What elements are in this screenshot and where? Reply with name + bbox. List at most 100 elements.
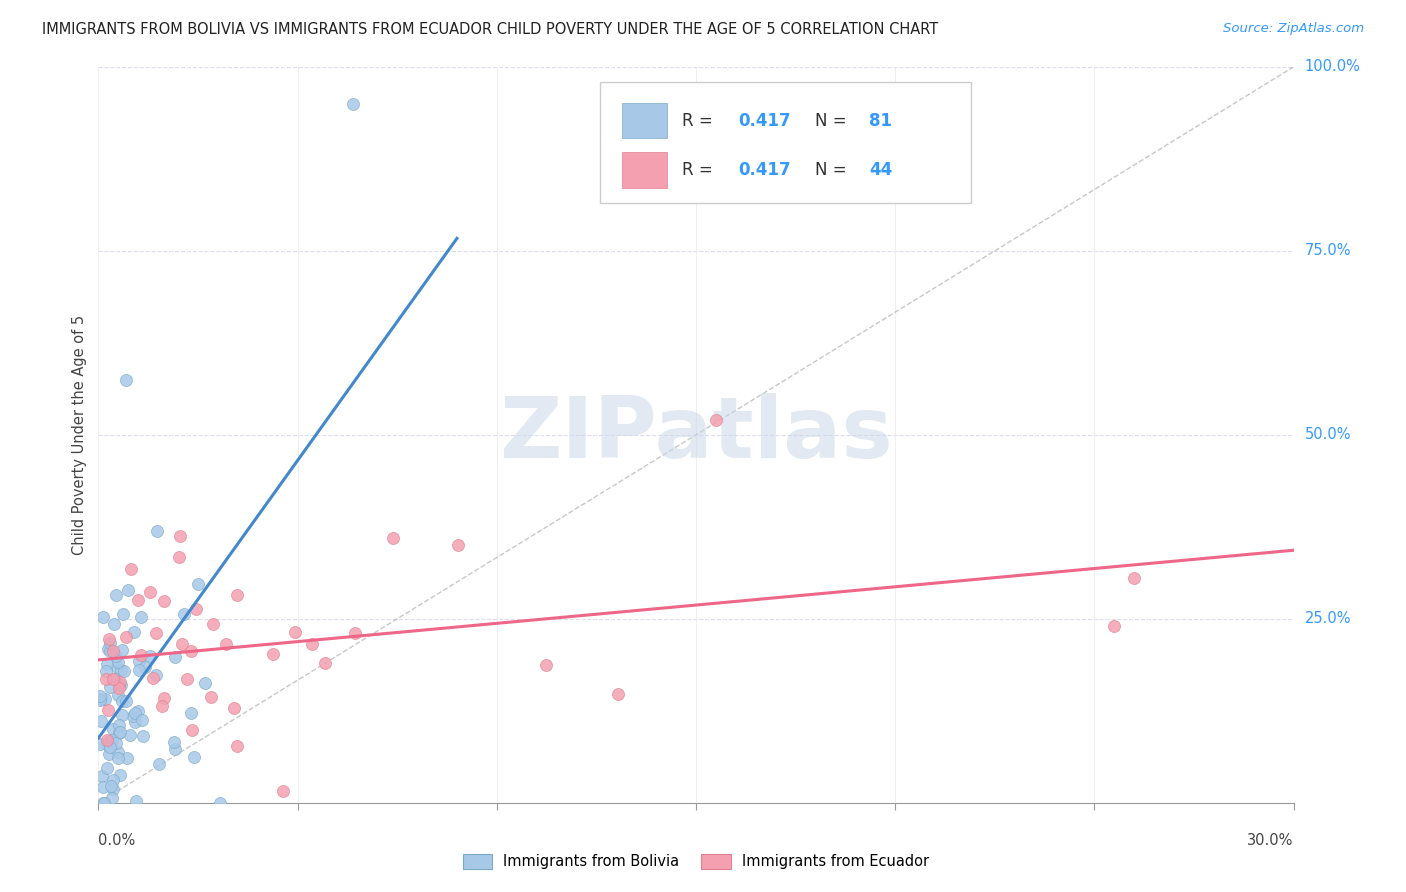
Text: 44: 44 (869, 161, 893, 179)
Point (152, 691, 174, 706)
Point (153, 594, 176, 608)
Point (342, 96, 364, 111)
Point (271, 784, 294, 798)
Point (187, 577, 209, 591)
Point (112, 664, 135, 678)
Point (124, 714, 146, 729)
Text: 0.417: 0.417 (738, 161, 790, 179)
Point (180, 723, 202, 737)
Point (91, 609, 114, 624)
Point (226, 739, 249, 753)
Point (100, 680, 122, 694)
Point (96, 733, 118, 747)
Point (94, 673, 117, 687)
Point (108, 768, 131, 782)
Point (105, 736, 128, 750)
Point (104, 649, 127, 664)
Text: 81: 81 (869, 112, 893, 129)
Point (180, 706, 202, 720)
Point (124, 706, 146, 721)
Point (89, 737, 111, 751)
Point (163, 734, 186, 748)
Point (142, 671, 165, 685)
Point (96, 760, 118, 774)
Point (105, 660, 128, 674)
Point (150, 699, 173, 714)
Point (110, 678, 132, 692)
Point (222, 701, 245, 715)
Point (128, 654, 150, 668)
Point (134, 660, 156, 674)
Point (90, 769, 112, 783)
Point (704, 413, 727, 427)
Point (103, 672, 125, 686)
Point (111, 694, 134, 708)
Point (96, 657, 118, 672)
Text: R =: R = (682, 112, 717, 129)
Point (215, 637, 238, 651)
Point (343, 625, 366, 640)
Point (534, 658, 557, 673)
Point (284, 625, 307, 640)
Text: 30.0%: 30.0% (1247, 833, 1294, 848)
Point (107, 718, 129, 732)
Point (382, 532, 405, 546)
Point (169, 529, 191, 543)
Point (209, 796, 232, 810)
Point (145, 626, 167, 640)
Point (94, 692, 117, 706)
Point (100, 779, 122, 793)
Point (120, 562, 142, 576)
Point (112, 607, 135, 622)
Point (145, 667, 167, 681)
Point (121, 709, 143, 723)
Legend: Immigrants from Bolivia, Immigrants from Ecuador: Immigrants from Bolivia, Immigrants from… (463, 854, 929, 869)
Point (98, 740, 121, 755)
Point (146, 524, 169, 538)
Point (97, 733, 120, 747)
Point (108, 681, 131, 695)
Point (202, 616, 225, 631)
Point (262, 648, 284, 662)
Point (225, 588, 247, 602)
Text: 100.0%: 100.0% (1305, 60, 1361, 74)
Text: 50.0%: 50.0% (1305, 427, 1351, 442)
Point (170, 637, 193, 651)
Point (163, 649, 186, 664)
Point (101, 781, 124, 796)
Point (94, 664, 117, 678)
Y-axis label: Child Poverty Under the Age of 5: Child Poverty Under the Age of 5 (72, 315, 87, 555)
Point (101, 644, 124, 658)
Point (107, 751, 129, 765)
Point (607, 687, 630, 701)
Point (131, 610, 153, 624)
Point (163, 741, 186, 756)
Point (139, 649, 162, 664)
Point (89, 692, 111, 706)
Point (98, 747, 121, 761)
Text: R =: R = (682, 161, 717, 179)
Point (200, 690, 222, 704)
Point (108, 724, 131, 739)
Point (101, 773, 124, 788)
Point (131, 713, 153, 727)
FancyBboxPatch shape (621, 103, 668, 138)
Point (101, 791, 124, 805)
Point (98, 636, 121, 650)
Text: 25.0%: 25.0% (1305, 611, 1351, 626)
Point (131, 729, 153, 743)
Point (107, 688, 129, 702)
Point (176, 673, 198, 687)
Point (89, 689, 111, 703)
Point (111, 708, 134, 723)
Point (93, 796, 115, 810)
Point (97, 703, 120, 717)
Text: N =: N = (815, 161, 852, 179)
Point (103, 616, 125, 631)
Point (183, 750, 205, 764)
Text: IMMIGRANTS FROM BOLIVIA VS IMMIGRANTS FROM ECUADOR CHILD POVERTY UNDER THE AGE O: IMMIGRANTS FROM BOLIVIA VS IMMIGRANTS FR… (42, 22, 938, 37)
Point (91, 796, 114, 810)
Point (127, 704, 149, 718)
Point (103, 722, 125, 736)
Point (194, 675, 217, 690)
